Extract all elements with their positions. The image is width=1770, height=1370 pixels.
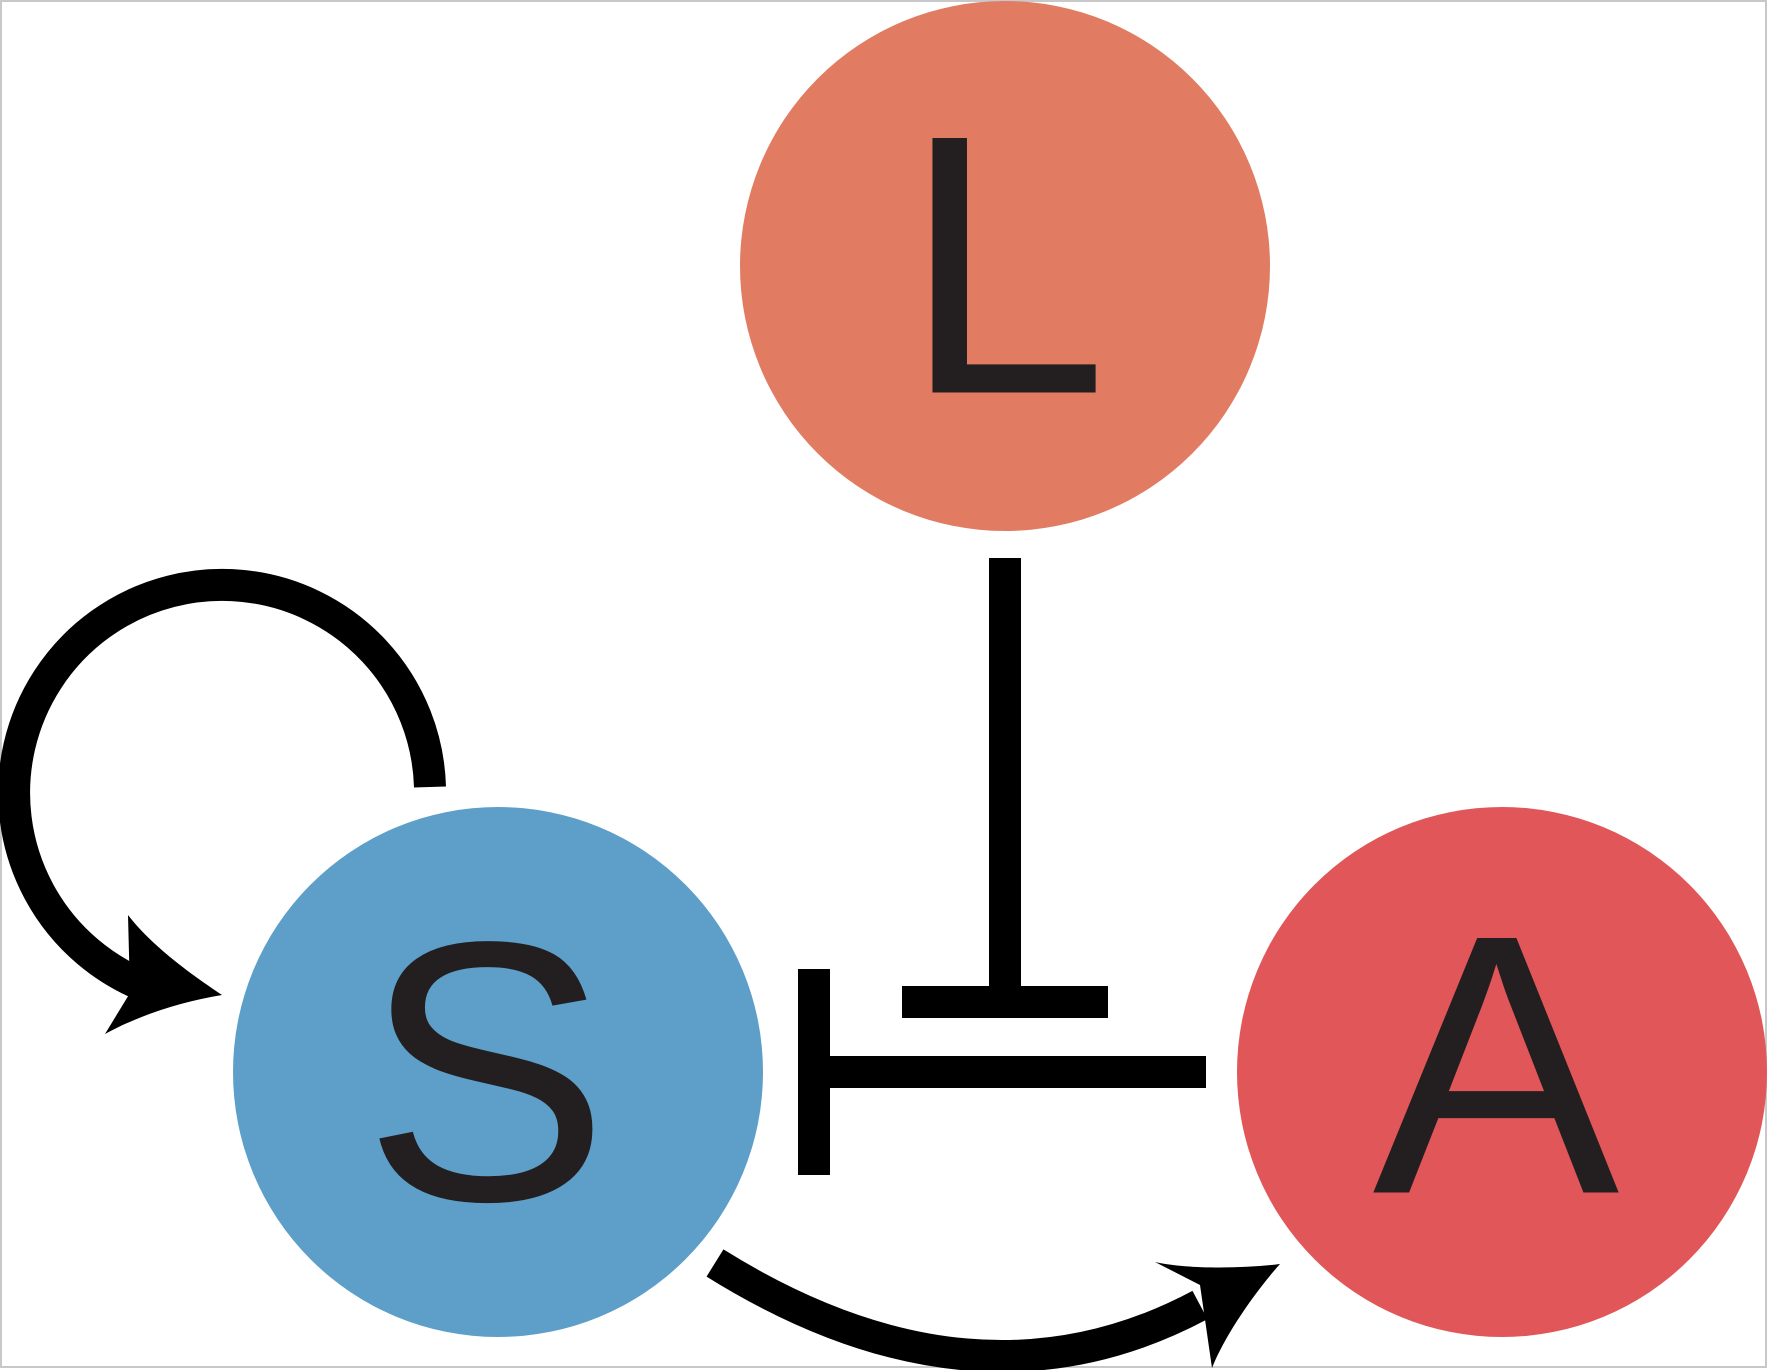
l-inhibition-line (989, 558, 1021, 991)
node-s-circle (233, 807, 763, 1337)
self-loop-arrowhead (105, 915, 222, 1034)
edge-a-inhibits-s (798, 969, 1206, 1175)
node-a: A (1237, 807, 1767, 1337)
node-l: L (740, 1, 1270, 531)
node-a-label: A (1373, 859, 1622, 1272)
edge-l-inhibits-sa (902, 558, 1108, 1018)
node-l-label: L (902, 59, 1108, 472)
l-inhibition-bar (902, 986, 1108, 1018)
activation-curve (706, 1249, 1208, 1370)
self-loop-arc (0, 568, 446, 1003)
edge-s-activates-a (706, 1249, 1280, 1370)
node-s: S (233, 807, 763, 1337)
activation-arrowhead (1155, 1262, 1280, 1368)
a-inhibition-line (812, 1056, 1206, 1088)
node-a-circle (1237, 807, 1767, 1337)
a-inhibition-bar (798, 969, 830, 1175)
edge-s-self-activation (0, 568, 446, 1034)
node-s-label: S (363, 866, 610, 1279)
node-l-circle (740, 1, 1270, 531)
